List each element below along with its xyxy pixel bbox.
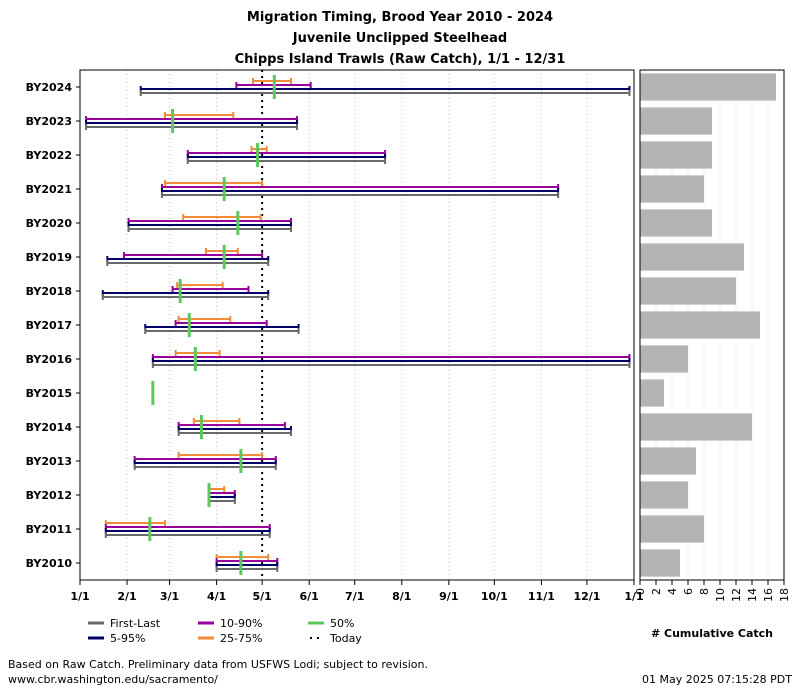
chart-title: Migration Timing, Brood Year 2010 - 2024… (235, 10, 566, 67)
y-tick-label: BY2012 (26, 489, 72, 502)
y-tick-label: BY2015 (26, 387, 72, 400)
catch-bar (640, 73, 776, 101)
y-tick-label: BY2020 (26, 217, 73, 230)
catch-bar (640, 209, 712, 237)
x-tick-label: 6/1 (300, 590, 319, 603)
catch-bar (640, 379, 664, 407)
catch-x-tick-label: 8 (698, 588, 711, 595)
y-tick-label: BY2017 (26, 319, 72, 332)
catch-bar (640, 175, 704, 203)
x-tick-label: 2/1 (117, 590, 136, 603)
legend-label: Today (329, 632, 362, 645)
y-tick-label: BY2023 (26, 115, 72, 128)
x-tick-label: 4/1 (207, 590, 226, 603)
title-line-2: Juvenile Unclipped Steelhead (292, 31, 507, 46)
cumulative-catch-panel: 0 2 4 6 8 10 12 14 16 18 # Cumulative Catch (634, 69, 791, 640)
y-tick-label: BY2024 (26, 81, 73, 94)
y-tick-label: BY2018 (26, 285, 72, 298)
catch-bar (640, 447, 696, 475)
catch-bar (640, 549, 680, 577)
catch-bar (640, 311, 760, 339)
legend-label: 10-90% (220, 617, 262, 630)
title-line-3: Chipps Island Trawls (Raw Catch), 1/1 - … (235, 52, 566, 67)
x-tick-label: 1/1 (624, 590, 643, 603)
x-tick-label: 3/1 (160, 590, 179, 603)
catch-bar (640, 413, 752, 441)
catch-x-tick-label: 10 (714, 588, 727, 602)
catch-x-tick-label: 18 (778, 588, 791, 602)
catch-x-tick-label: 14 (746, 588, 759, 602)
footer-timestamp: 01 May 2025 07:15:28 PDT (642, 673, 792, 686)
catch-x-tick-label: 12 (730, 588, 743, 602)
catch-plot-frame (639, 69, 785, 581)
catch-bar (640, 345, 688, 373)
x-tick-label: 5/1 (252, 590, 271, 603)
timing-panel: 1/1 2/1 3/1 4/1 5/1 6/1 7/1 8/1 9/1 10/1 11/1 12/1 1… (26, 69, 644, 603)
catch-bar (640, 277, 736, 305)
legend-label: 5-95% (110, 632, 145, 645)
legend-label: 25-75% (220, 632, 262, 645)
x-tick-label: 10/1 (481, 590, 508, 603)
x-tick-label: 9/1 (439, 590, 458, 603)
catch-bar (640, 107, 712, 135)
x-tick-label: 8/1 (392, 590, 411, 603)
y-tick-label: BY2014 (26, 421, 73, 434)
legend-label: 50% (330, 617, 354, 630)
x-tick-label: 11/1 (528, 590, 555, 603)
legend: First-Last 5-95% 10-90% 25-75% 50% Today (88, 617, 362, 645)
catch-x-tick-label: 16 (762, 588, 775, 602)
y-tick-label: BY2013 (26, 455, 72, 468)
x-tick-label: 12/1 (573, 590, 600, 603)
footer-note: Based on Raw Catch. Preliminary data fro… (8, 658, 428, 671)
y-tick-label: BY2021 (26, 183, 72, 196)
catch-bar (640, 515, 704, 543)
y-tick-label: BY2011 (26, 523, 72, 536)
y-tick-label: BY2022 (26, 149, 72, 162)
legend-label: First-Last (110, 617, 161, 630)
catch-x-axis-label: # Cumulative Catch (651, 627, 773, 640)
catch-x-tick-label: 0 (634, 588, 647, 595)
footer-url[interactable]: www.cbr.washington.edu/sacramento/ (8, 673, 218, 686)
y-tick-label: BY2019 (26, 251, 72, 264)
timing-plot-frame (79, 69, 635, 581)
x-tick-label: 1/1 (70, 590, 89, 603)
catch-bar (640, 243, 744, 271)
catch-x-tick-label: 4 (666, 588, 679, 595)
catch-x-tick-label: 6 (682, 588, 695, 595)
catch-x-tick-label: 2 (650, 588, 663, 595)
title-line-1: Migration Timing, Brood Year 2010 - 2024 (247, 10, 553, 25)
catch-bar (640, 141, 712, 169)
catch-bar (640, 481, 688, 509)
x-tick-label: 7/1 (345, 590, 364, 603)
y-tick-label: BY2010 (26, 557, 73, 570)
y-tick-label: BY2016 (26, 353, 73, 366)
